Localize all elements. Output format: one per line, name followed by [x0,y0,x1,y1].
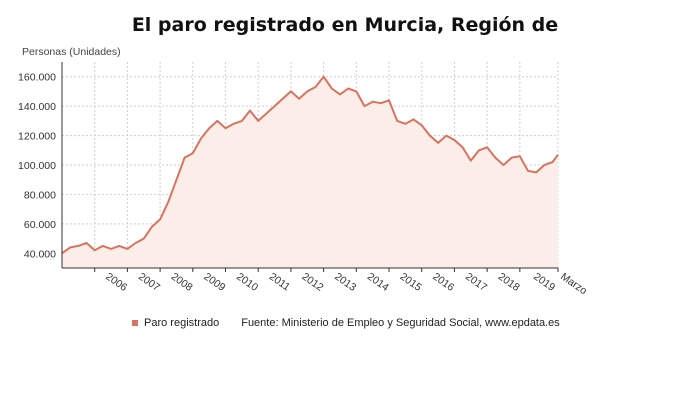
x-tick-label: 2014 [365,271,391,294]
x-tick-labels: 2006 2007 2008 2009 2010 2011 2012 2013 2014 2015… [103,271,589,298]
legend: Paro registrado Fuente: Ministerio de Em… [132,317,560,329]
x-tick-label: 2012 [300,271,326,294]
y-axis-label: Personas (Unidades) [22,46,121,58]
x-tick-label: 2018 [496,271,522,294]
y-tick-label: 160.000 [18,72,56,84]
x-tick-label: 2007 [136,271,162,294]
y-tick-label: 140.000 [18,101,56,113]
x-tick-label: 2015 [398,271,424,294]
x-tick-label: 2011 [267,271,293,294]
x-tick-label: 2010 [234,271,260,294]
series-area-fill [62,76,558,268]
x-tick-label: 2009 [201,271,227,294]
source-note: Fuente: Ministerio de Empleo y Seguridad… [241,317,560,329]
x-tick-label: 2019 [531,271,557,294]
x-tick-label: Marzo [558,271,589,298]
x-tick-label: 2017 [463,271,489,294]
y-tick-label: 40.000 [24,248,56,260]
y-tick-label: 60.000 [24,219,56,231]
x-tick-label: 2013 [332,271,358,294]
y-tick-label: 120.000 [18,131,56,143]
x-tick-label: 2006 [103,271,129,294]
y-tick-labels: 40.000 60.000 80.000 100.000 120.000 140.000 1… [18,72,56,261]
legend-swatch [132,320,138,326]
x-tick-label: 2016 [430,271,456,294]
axes [61,62,559,272]
x-tick-label: 2008 [169,271,195,294]
chart-title: El paro registrado en Murcia, Región de [131,14,559,36]
y-tick-label: 100.000 [18,160,56,172]
legend-series-name: Paro registrado [144,317,220,329]
series-line [61,75,559,255]
y-tick-label: 80.000 [24,189,56,201]
